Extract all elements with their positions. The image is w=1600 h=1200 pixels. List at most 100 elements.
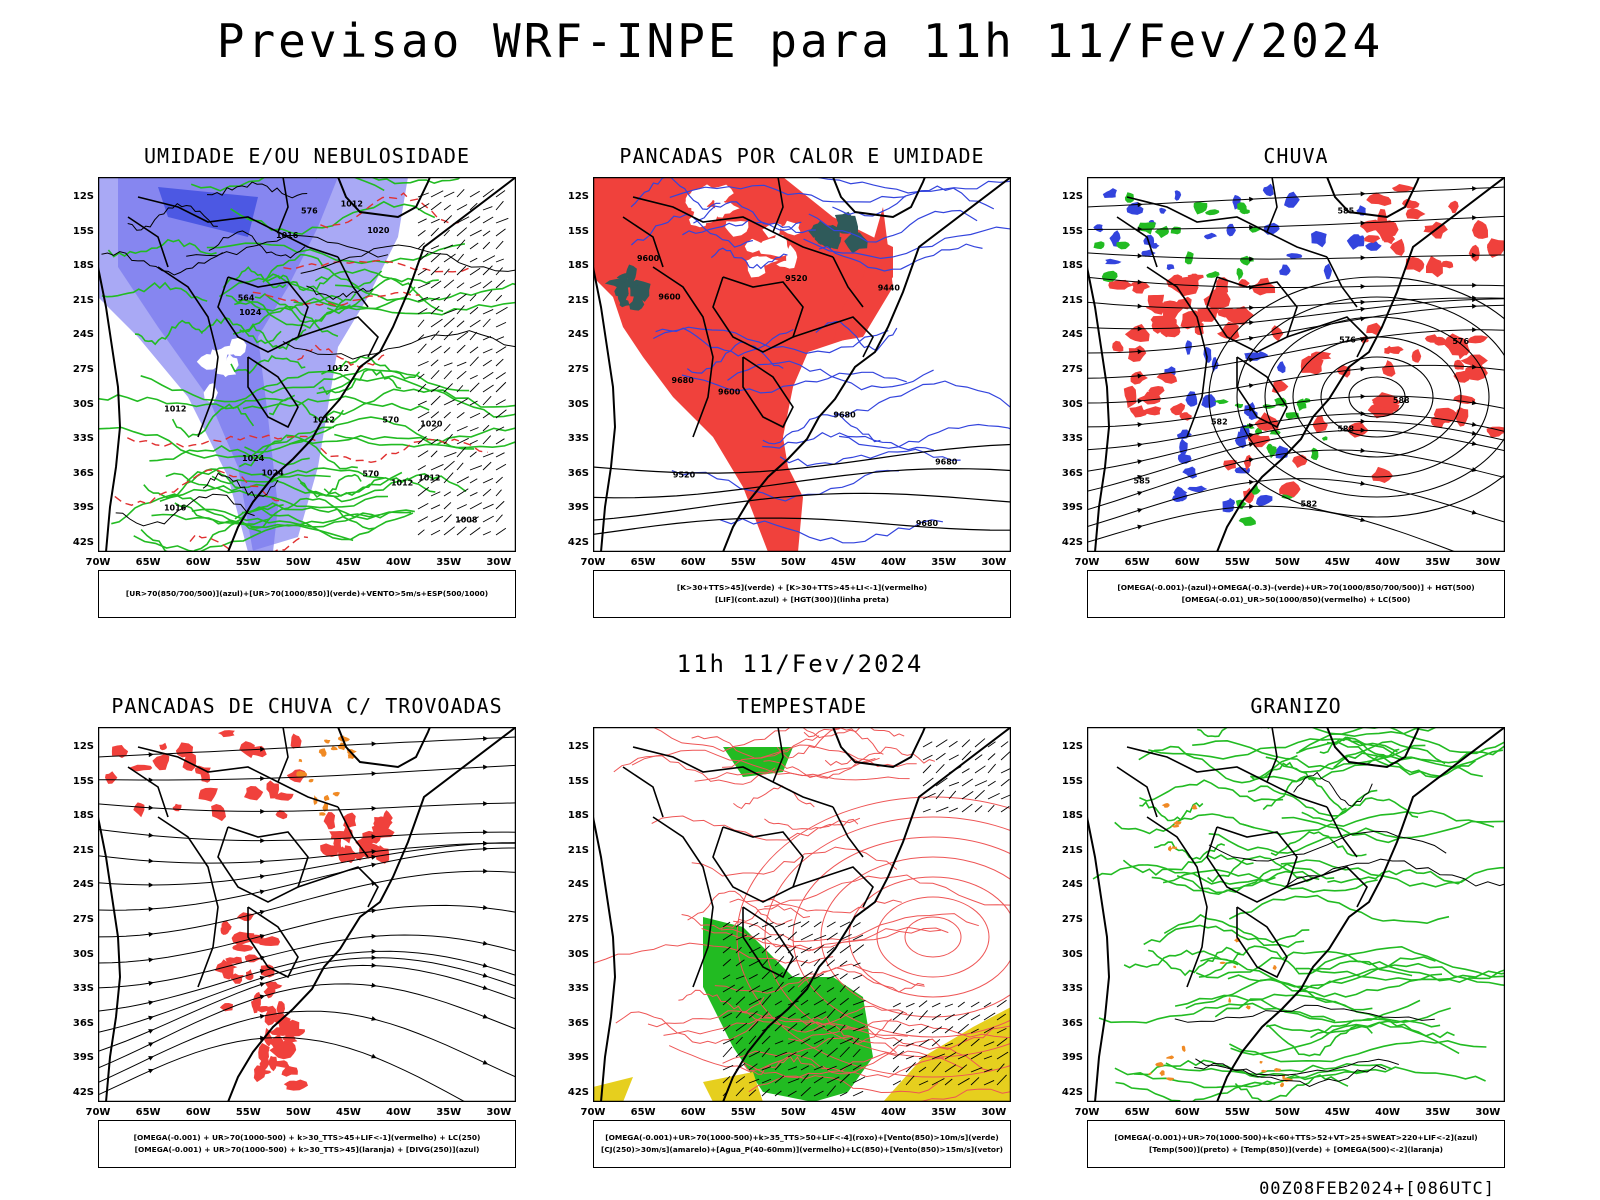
wind-vector [892, 1050, 905, 1060]
wind-arrow [430, 515, 444, 523]
lif-contour [816, 177, 1011, 194]
streamline-arrow [1137, 326, 1143, 332]
lon-label: 60W [680, 1107, 706, 1118]
lc-contour [876, 896, 990, 978]
temp-850-contour [1280, 859, 1505, 888]
wind-vector [905, 1055, 914, 1060]
wind-vector [774, 922, 785, 928]
thunder-red-patch [276, 1001, 285, 1016]
wind-arrow [495, 279, 506, 289]
lon-label: 50W [1274, 1107, 1300, 1118]
streamline-arrow [148, 858, 154, 864]
streamline-arrow [148, 931, 154, 937]
lat-label: 18S [72, 260, 94, 272]
wind-vector [787, 931, 798, 941]
wind-vector [839, 1091, 848, 1097]
lif-contour [818, 243, 983, 272]
streamline-arrow [371, 805, 377, 811]
wind-arrow [482, 371, 494, 380]
wind-arrow [417, 319, 425, 328]
streamline [98, 983, 516, 1069]
wind-vector [1000, 794, 1011, 800]
lat-label: 39S [72, 1052, 94, 1064]
omega-orange-patch [1168, 845, 1173, 852]
temp-850-contour [1092, 864, 1276, 885]
green-contour [171, 403, 255, 439]
state-border [137, 196, 339, 258]
wind-vector [774, 1040, 784, 1045]
streamline-arrow [371, 933, 377, 939]
wind-arrow [469, 294, 477, 302]
wind-arrow [417, 486, 430, 497]
state-border [652, 266, 714, 438]
wind-vector [774, 1000, 783, 1006]
state-border [277, 727, 289, 783]
contour-label: 9680 [833, 410, 856, 419]
teal-patch [844, 232, 868, 254]
streamline-arrow [148, 1015, 154, 1021]
wind-arrow [430, 359, 439, 367]
wind-vector [826, 1085, 837, 1097]
agua-contour [593, 942, 834, 964]
lc-contour [904, 916, 962, 958]
lat-label: 18S [1061, 260, 1083, 272]
lon-label: 60W [1174, 1107, 1200, 1118]
wind-vector [774, 955, 785, 967]
omega-orange-patch [1233, 965, 1237, 969]
lat-label: 42S [1061, 1087, 1083, 1098]
state-border [157, 816, 219, 988]
wind-vector [974, 754, 983, 761]
wind-vector [892, 1002, 901, 1008]
thunder-red-patch [353, 853, 365, 861]
omega-orange-patch [1228, 997, 1232, 1003]
lat-label: 24S [1061, 329, 1083, 341]
temp-500-contour [1208, 830, 1447, 862]
streamline [98, 764, 516, 781]
omega-orange-patch [1259, 1060, 1263, 1064]
wind-vector [974, 789, 985, 800]
wind-vector [735, 975, 745, 980]
lon-label: 65W [1124, 557, 1150, 568]
thunder-red-patch [172, 803, 182, 812]
streamline-arrow [148, 957, 154, 963]
wind-vector [948, 740, 958, 748]
omega-orange-patch [1261, 1069, 1267, 1073]
green-contour [288, 434, 516, 449]
wind-arrow [482, 206, 493, 211]
contour-label: 9600 [718, 387, 741, 396]
green-contour [254, 292, 357, 324]
lat-label: 42S [567, 1087, 589, 1098]
wind-arrow [417, 192, 429, 198]
thunder-red-patch [251, 999, 260, 1014]
lat-label: 33S [567, 983, 589, 995]
lat-label: 21S [567, 844, 589, 856]
map-tempestade [593, 727, 1011, 1102]
ur-red-patch [1405, 256, 1425, 273]
streamline-arrow [1471, 509, 1478, 515]
state-border [1146, 816, 1208, 988]
hgt-contour [593, 492, 1011, 521]
agua-contour [797, 967, 925, 993]
panel-granizo: GRANIZO [OMEGA(-0.001)+UR>70(1000-500)+k… [1062, 694, 1505, 1168]
streamline-arrow [148, 906, 154, 912]
omega-blue-patch [1173, 486, 1188, 499]
lon-label: 40W [881, 1107, 907, 1118]
omega-orange-patch [1272, 965, 1277, 971]
omega-blue-patch [1093, 224, 1104, 233]
wind-vector [787, 1078, 800, 1084]
wind-arrow [495, 476, 503, 484]
lon-label: 45W [831, 1107, 856, 1118]
lat-label: 30S [72, 398, 94, 410]
thunder-orange-patch [324, 739, 331, 744]
green-contour [250, 497, 376, 530]
wind-vector [722, 933, 733, 941]
omega-green-patch [1193, 201, 1208, 215]
wind-arrow [469, 319, 481, 328]
wind-arrow [469, 331, 478, 341]
temp-850-contour [1122, 854, 1254, 876]
map-frame [593, 727, 1011, 1102]
streamline-arrow [259, 874, 266, 880]
wind-arrow [482, 265, 493, 276]
wind-vector [774, 1063, 782, 1071]
omega-orange-patch [1280, 1082, 1284, 1088]
